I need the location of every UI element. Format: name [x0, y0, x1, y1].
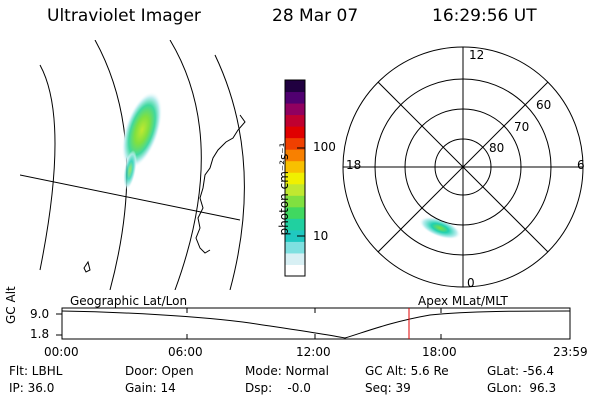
glon-info: GLon: 96.3	[487, 381, 557, 395]
colorbar-band	[285, 126, 305, 139]
colorbar-band	[285, 195, 305, 208]
colorbar-band	[285, 103, 305, 116]
time-tick-0: 00:00	[44, 345, 79, 359]
colorbar-band	[285, 114, 305, 127]
altitude-ytick-top: 9.0	[30, 307, 50, 321]
colorbar-tick-100: 100	[313, 140, 336, 154]
colorbar-band	[285, 264, 305, 277]
colorbar-band	[285, 218, 305, 231]
colorbar-band	[285, 91, 305, 104]
colorbar-band	[285, 241, 305, 254]
mode-info: Mode: Normal	[245, 364, 329, 378]
seq-info: Seq: 39	[365, 381, 411, 395]
app-title: Ultraviolet Imager	[47, 6, 201, 26]
time-tick-2: 12:00	[296, 345, 331, 359]
filter-info: Flt: LBHL	[9, 364, 63, 378]
mlt-label-18: 18	[346, 158, 362, 172]
lat-label-60: 60	[536, 98, 552, 112]
aurora-emission-geographic	[121, 91, 163, 169]
colorbar-band	[285, 80, 305, 93]
mlt-label-6: 6	[577, 158, 585, 172]
altitude-ytick-bottom: 1.8	[30, 327, 50, 341]
time-tick-4: 23:59	[553, 345, 588, 359]
coastline	[195, 114, 246, 254]
colorbar-band	[285, 149, 305, 162]
colorbar-band	[285, 160, 305, 173]
door-info: Door: Open	[125, 364, 194, 378]
time-tick-3: 18:00	[422, 345, 457, 359]
colorbar-band	[285, 137, 305, 150]
mlt-label-0: 0	[467, 276, 475, 290]
dsp-info: Dsp: -0.0	[245, 381, 311, 395]
colorbar-band	[285, 206, 305, 219]
gain-info: Gain: 14	[125, 381, 176, 395]
lat-label-70: 70	[514, 120, 530, 134]
gc-alt-info: GC Alt: 5.6 Re	[365, 364, 449, 378]
colorbar-band	[285, 183, 305, 196]
image-time: 16:29:56 UT	[432, 6, 537, 26]
lat-label-80: 80	[489, 141, 505, 155]
colorbar-band	[285, 172, 305, 185]
image-date: 28 Mar 07	[272, 6, 359, 26]
mlt-label-12: 12	[469, 48, 485, 62]
colorbar-band	[285, 229, 305, 242]
altitude-ylabel: GC Alt	[4, 286, 18, 324]
colorbar-tick-10: 10	[313, 229, 329, 243]
ip-info: IP: 36.0	[9, 381, 55, 395]
apex-panel-label: Apex MLat/MLT	[418, 294, 508, 308]
aurora-emission-polar	[419, 216, 461, 240]
time-tick-1: 06:00	[168, 345, 203, 359]
altitude-curve	[61, 310, 571, 339]
glat-info: GLat: -56.4	[487, 364, 554, 378]
colorbar-band	[285, 252, 305, 265]
geographic-panel-label: Geographic Lat/Lon	[70, 294, 188, 308]
